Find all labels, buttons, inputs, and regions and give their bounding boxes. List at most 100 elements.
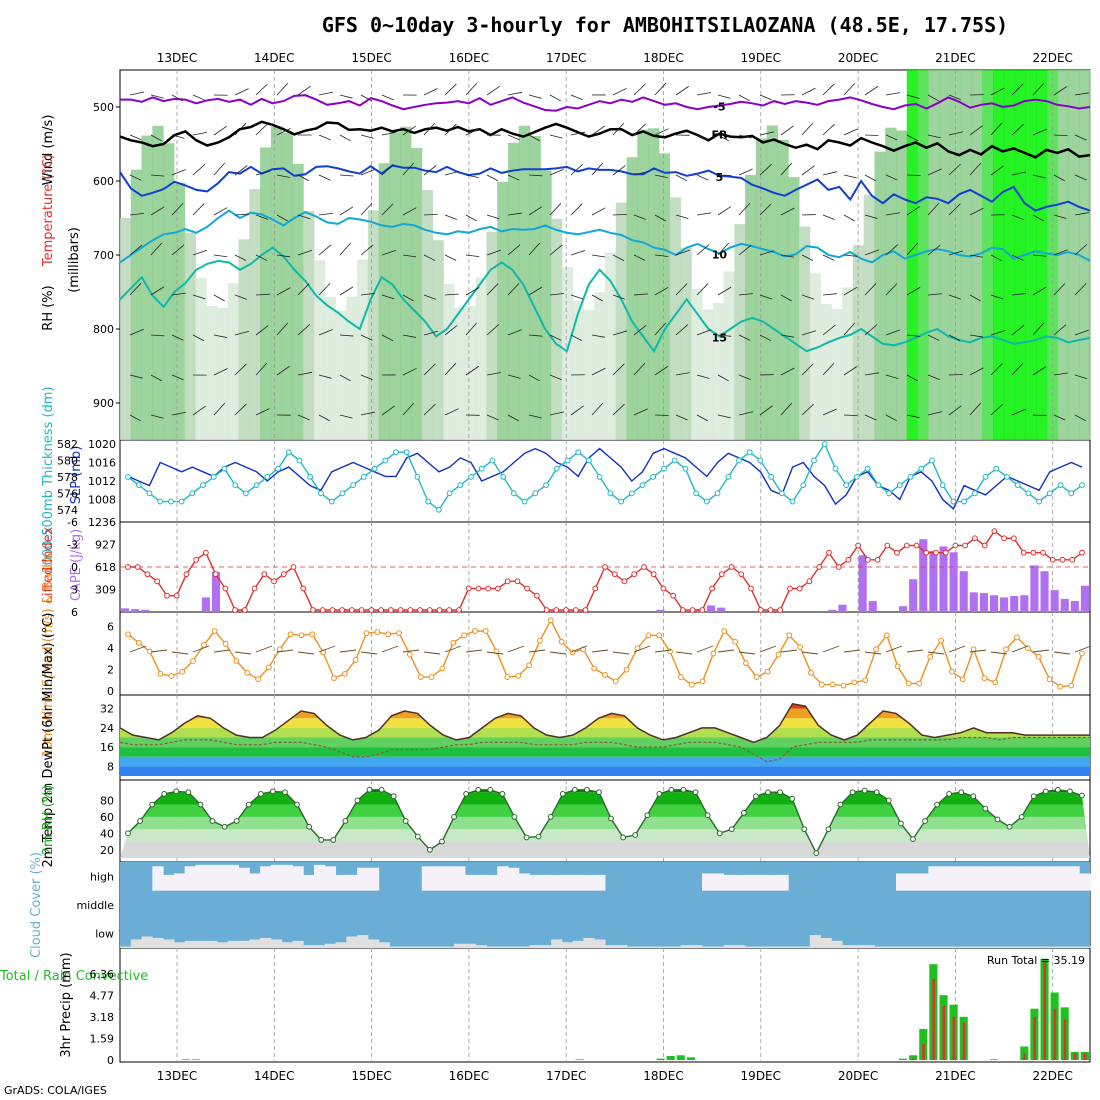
wind-barb: [906, 94, 920, 99]
rh-point: [583, 786, 590, 793]
wind-barb: [1053, 372, 1069, 376]
rh-shade: [173, 182, 186, 441]
cloud-low-bar: [1003, 946, 1016, 948]
wind-barb: [339, 174, 354, 177]
date-label-bottom: 22DEC: [1032, 1069, 1072, 1083]
wind-barb: [150, 174, 165, 177]
lifted-index-point: [378, 607, 385, 613]
rh-shade: [788, 177, 800, 440]
wind-barb: [612, 165, 626, 176]
rh-point: [813, 850, 820, 856]
cloud-low-bar: [281, 942, 293, 948]
rh-point: [970, 793, 977, 800]
rh-point: [801, 826, 808, 833]
cloud-low-bar: [993, 946, 1005, 948]
thickness-point: [864, 465, 871, 472]
wind-speed-point: [927, 653, 934, 660]
cloud-low-bar: [561, 942, 574, 948]
thickness-point: [1036, 498, 1043, 505]
lifted-index-point: [202, 549, 209, 556]
wind-barb: [570, 250, 586, 256]
cape-bar: [131, 609, 140, 612]
thickness-point: [778, 490, 785, 497]
cloud-low-bar: [238, 940, 250, 948]
thickness-point: [435, 506, 442, 513]
precip-convective-bar: [962, 1022, 966, 1060]
cape-bar: [656, 609, 665, 612]
wind-speed-point: [797, 644, 804, 650]
wind-barb: [990, 254, 1003, 262]
wind-speed-point: [1046, 676, 1053, 683]
lifted-index-point: [300, 585, 307, 592]
lifted-index-point: [806, 578, 813, 585]
cloud-high-bar: [928, 866, 940, 891]
rh-point: [994, 816, 1001, 823]
wind-barb: [1053, 214, 1067, 219]
wind-barb: [423, 294, 437, 300]
wind-barb: [948, 374, 963, 376]
rh-point: [426, 846, 433, 853]
cloud-low-bar: [799, 946, 811, 948]
cloud-high-bar: [1057, 866, 1069, 891]
surface-wind-barb: [696, 645, 714, 653]
wind-barb: [738, 134, 752, 139]
cloud-high-bar: [464, 874, 477, 891]
thickness-tick-label: 582: [57, 438, 78, 451]
surface-wind-barb: [591, 649, 609, 653]
cloud-high-bar: [184, 866, 196, 891]
wind-barb: [696, 244, 710, 256]
rh-point: [475, 786, 482, 793]
wind-barb: [213, 334, 227, 338]
wind-barb: [843, 128, 858, 136]
cloud-high-bar: [723, 874, 735, 891]
cloud-low-bar: [303, 945, 315, 948]
rh-shade: [993, 70, 1005, 440]
thickness-point: [886, 490, 892, 497]
cloud-low-bar: [594, 939, 606, 948]
wind-barb: [486, 249, 502, 256]
wind-barb: [885, 283, 898, 296]
wind-barb: [444, 362, 457, 376]
wind-barb: [381, 294, 395, 300]
lifted-index-point: [582, 607, 589, 613]
wind-speed-point: [851, 679, 858, 686]
cloud-low-bar: [1025, 946, 1037, 948]
thickness-point: [253, 482, 260, 489]
wind-barb: [528, 334, 543, 337]
lifted-index-point: [485, 585, 492, 592]
lifted-index-point: [670, 592, 677, 599]
thickness-point: [243, 490, 249, 497]
rh-point: [765, 789, 771, 796]
wind-barb: [297, 214, 311, 220]
rh-point: [547, 813, 554, 820]
cloud-low-bar: [454, 943, 466, 948]
cloud-low-bar: [917, 946, 929, 948]
thickness-point: [446, 490, 453, 497]
thickness-point: [971, 490, 978, 497]
lifted-index-point: [232, 607, 238, 613]
wind-barb: [927, 293, 942, 296]
wind-barb: [360, 374, 373, 381]
wind-barb: [654, 82, 667, 96]
lifted-index-point: [397, 607, 404, 613]
wind-barb: [633, 123, 646, 136]
rh-shade: [982, 70, 994, 440]
rh-shade: [357, 259, 369, 440]
wind-barb: [633, 214, 646, 220]
surface-wind-barb: [171, 651, 189, 655]
rh-shade: [551, 218, 563, 440]
wind-barb: [717, 174, 732, 177]
wind-barb: [969, 367, 984, 376]
cape-bar: [1000, 597, 1009, 612]
rh-shade: [680, 247, 692, 440]
wind-barb: [759, 294, 773, 300]
thickness-point: [682, 465, 689, 472]
axis-tick-label: 4.77: [90, 990, 115, 1003]
wind-barb: [318, 283, 331, 296]
rh-shade: [561, 267, 574, 440]
thickness-point: [167, 498, 174, 505]
li-tick-label: 3: [71, 584, 78, 597]
cloud-high-bar: [217, 864, 229, 891]
wind-speed-point: [1057, 683, 1064, 690]
lifted-index-point: [465, 585, 472, 592]
